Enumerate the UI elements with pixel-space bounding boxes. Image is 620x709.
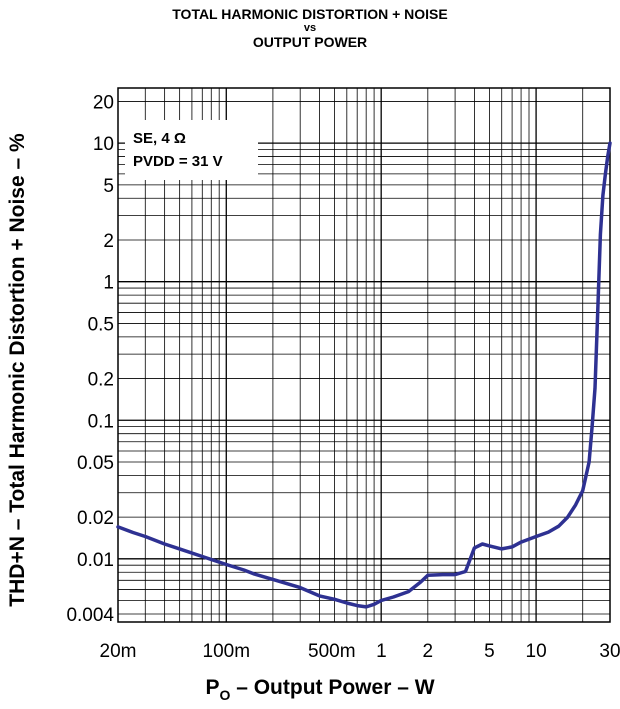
y-tick-label: 0.02 xyxy=(77,508,114,529)
y-axis-label: THD+N – Total Harmonic Distortion + Nois… xyxy=(6,133,29,607)
x-tick-label: 30 xyxy=(599,641,620,662)
plot-frame xyxy=(117,87,611,623)
y-tick-label: 2 xyxy=(103,231,114,252)
x-axis-label-main: P xyxy=(205,676,219,699)
y-tick-label: 10 xyxy=(93,134,114,155)
x-tick-label: 1 xyxy=(376,641,387,662)
y-tick-label: 0.004 xyxy=(66,605,114,626)
x-axis-label-rest: – Output Power – W xyxy=(230,676,434,699)
chart-title-line-3: OUTPUT POWER xyxy=(252,34,368,50)
x-axis-label: PO – Output Power – W xyxy=(205,676,434,703)
x-tick-label: 5 xyxy=(484,641,495,662)
y-tick-labels: 0.004 0.01 0.02 0.05 0.1 0.2 0.5 1 2 5 10 20 xyxy=(66,92,114,626)
x-tick-label: 10 xyxy=(526,641,547,662)
y-tick-label: 1 xyxy=(103,273,114,294)
legend-line-1: SE, 4 Ω xyxy=(133,130,186,147)
legend-box: SE, 4 Ω PVDD = 31 V xyxy=(125,120,258,180)
y-tick-label: 0.05 xyxy=(77,453,114,474)
x-tick-label: 100m xyxy=(203,641,251,662)
thd-curve xyxy=(116,141,612,609)
y-tick-label: 0.2 xyxy=(88,370,114,391)
y-tick-label: 0.5 xyxy=(88,314,114,335)
x-axis-label-sub: O xyxy=(219,687,230,703)
x-tick-label: 2 xyxy=(423,641,434,662)
chart-title-line-1: TOTAL HARMONIC DISTORTION + NOISE xyxy=(172,6,448,22)
y-tick-label: 0.1 xyxy=(88,411,114,432)
legend-background xyxy=(125,120,258,180)
x-tick-labels: 20m 100m 500m 1 2 5 10 30 xyxy=(100,641,620,662)
y-tick-label: 0.01 xyxy=(77,550,114,571)
x-tick-label: 500m xyxy=(308,641,356,662)
y-tick-label: 20 xyxy=(93,92,114,113)
x-tick-label: 20m xyxy=(100,641,137,662)
chart-title-line-2: vs xyxy=(303,22,317,34)
legend-line-2: PVDD = 31 V xyxy=(133,153,223,170)
y-tick-label: 5 xyxy=(103,176,114,197)
